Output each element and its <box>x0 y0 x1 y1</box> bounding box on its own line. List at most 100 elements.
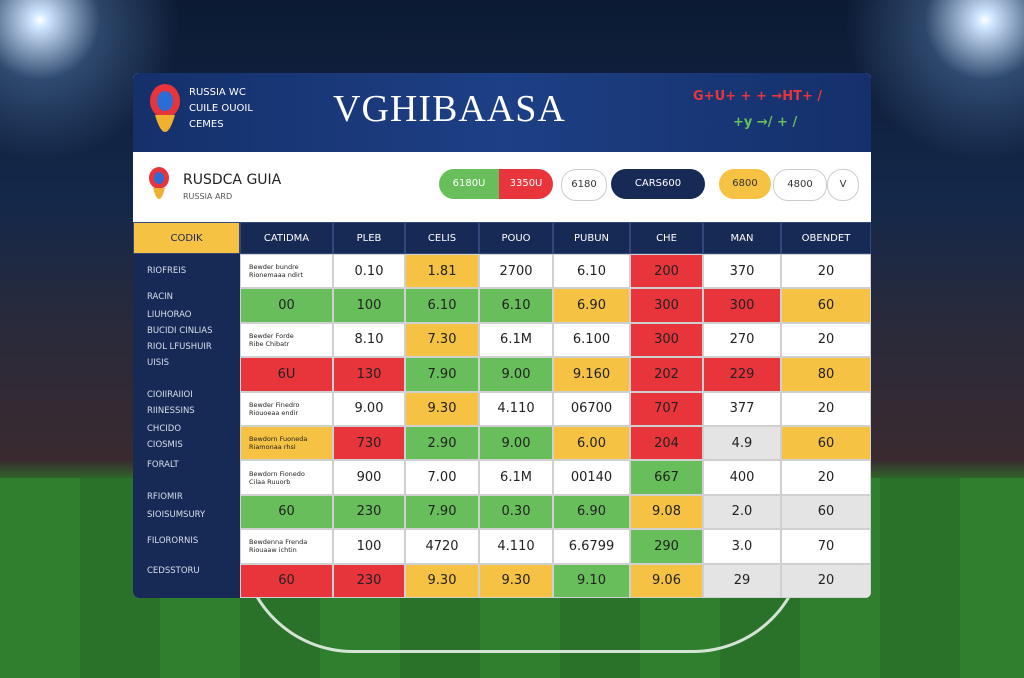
table-cell: 20 <box>781 391 871 426</box>
table-cell: 6.1M <box>479 460 553 495</box>
sidebar-item: FILORORNIS <box>147 536 199 546</box>
sidebar-item: RIINESSINS <box>147 406 195 416</box>
table-cell: 400 <box>703 460 781 495</box>
table-cell: 20 <box>781 460 871 495</box>
table-cell: 6U <box>240 357 333 392</box>
logo-small <box>149 167 169 199</box>
sidebar-item: SIOISUMSURY <box>147 510 206 520</box>
table-cell: Bewdorn Fionedo Cilaa Ruuorb <box>240 460 333 495</box>
table-cell: 6.10 <box>479 288 553 323</box>
table-cell: 200 <box>630 254 703 289</box>
table-cell: 60 <box>240 563 333 598</box>
table-cell: 8.10 <box>333 322 405 358</box>
table-cell: 00140 <box>553 460 630 495</box>
table-cell: 229 <box>703 357 781 392</box>
table-cell: 9.30 <box>405 391 479 426</box>
table-cell: 300 <box>630 288 703 323</box>
table-cell: 60 <box>781 494 871 530</box>
logo-line: CEMES <box>189 119 224 130</box>
table-cell: 20 <box>781 254 871 289</box>
table-cell: Bewder Finedro Riouoeaa endir <box>240 391 333 426</box>
table-cell: 9.00 <box>479 357 553 392</box>
sidebar-item: RFIOMIR <box>147 492 183 502</box>
button[interactable]: 4800 <box>773 169 827 201</box>
sidebar-item: CEDSSTORU <box>147 566 200 576</box>
table-cell: 6.10 <box>553 254 630 289</box>
button[interactable]: V <box>827 169 859 201</box>
table-cell: 70 <box>781 529 871 564</box>
logo-text: RUSSIA WC CUILE OUOIL CEMES <box>189 85 253 133</box>
table-cell: 4.110 <box>479 529 553 564</box>
logo-line: CUILE OUOIL <box>189 103 253 114</box>
table-cell: 1.81 <box>405 254 479 289</box>
button[interactable]: CARS600 <box>611 169 705 199</box>
button[interactable]: 6180 <box>561 169 607 201</box>
table-cell: 300 <box>630 322 703 358</box>
sidebar-item: BUCIDI CINLIAS <box>147 326 213 336</box>
sidebar-item: CIOIIRAIIOI <box>147 390 193 400</box>
sidebar-item: CIOSMIS <box>147 440 183 450</box>
table-cell: 370 <box>703 254 781 289</box>
column-header: PLEB <box>333 222 405 254</box>
table-cell: 29 <box>703 563 781 598</box>
table-cell: 0.10 <box>333 254 405 289</box>
table-cell: 202 <box>630 357 703 392</box>
table-cell: 900 <box>333 460 405 495</box>
table-cell: Bewder Forde Ribe Chibatr <box>240 322 333 358</box>
table-cell: 4720 <box>405 529 479 564</box>
sidebar: RIOFREIS RACIN LIUHORAO BUCIDI CINLIAS RIOL … <box>133 254 240 598</box>
table-cell: 9.30 <box>479 563 553 598</box>
table-cell: 730 <box>333 426 405 461</box>
table-cell: Bewdorn Fuoneda Riamonaa rhsi <box>240 426 333 461</box>
table-cell: 9.160 <box>553 357 630 392</box>
table-cell: 80 <box>781 357 871 392</box>
table-cell: 2.90 <box>405 426 479 461</box>
table-cell: 6.1M <box>479 322 553 358</box>
table-cell: 6.00 <box>553 426 630 461</box>
column-header: CATIDMA <box>240 222 333 254</box>
column-header: CODIK <box>133 222 240 254</box>
table-cell: 9.00 <box>479 426 553 461</box>
table-cell: 9.06 <box>630 563 703 598</box>
table-cell: 9.00 <box>333 391 405 426</box>
column-header: PUBUN <box>553 222 630 254</box>
table-cell: 6.6799 <box>553 529 630 564</box>
sidebar-item: CHCIDO <box>147 424 182 434</box>
table-cell: 20 <box>781 563 871 598</box>
table-cell: 204 <box>630 426 703 461</box>
button[interactable]: 6800 <box>719 169 771 199</box>
table-cell: 06700 <box>553 391 630 426</box>
table-cell: 270 <box>703 322 781 358</box>
sidebar-item: RACIN <box>147 292 174 302</box>
table-cell: 100 <box>333 529 405 564</box>
table-cell: 0.30 <box>479 494 553 530</box>
sidebar-item: LIUHORAO <box>147 310 192 320</box>
table-cell: 20 <box>781 322 871 358</box>
table-cell: Bewdenna Frenda Riouaaw ichtin <box>240 529 333 564</box>
logo-line: RUSSIA WC <box>189 87 246 98</box>
table-cell: 130 <box>333 357 405 392</box>
logo <box>150 84 180 132</box>
table-cell: 7.00 <box>405 460 479 495</box>
badge: G+U+ + + →HT+ / <box>693 89 823 104</box>
name: RUSDCA GUIA <box>183 172 282 188</box>
button[interactable]: 6180U <box>439 169 499 199</box>
table-cell: 377 <box>703 391 781 426</box>
table-cell: 60 <box>240 494 333 530</box>
column-header: CHE <box>630 222 703 254</box>
table-cell: 60 <box>781 288 871 323</box>
table-cell: 60 <box>781 426 871 461</box>
column-header: MAN <box>703 222 781 254</box>
table-cell: 3.0 <box>703 529 781 564</box>
table-cell: 00 <box>240 288 333 323</box>
table-cell: 4.9 <box>703 426 781 461</box>
panel: RUSSIA WC CUILE OUOIL CEMES VGHIBAASA G+… <box>133 73 871 598</box>
table-cell: 9.30 <box>405 563 479 598</box>
table-cell: 9.10 <box>553 563 630 598</box>
button[interactable]: 3350U <box>499 169 553 199</box>
table-cell: 6.90 <box>553 288 630 323</box>
column-header: POUO <box>479 222 553 254</box>
column-header: CELIS <box>405 222 479 254</box>
table-cell: Bewder bundre Rionemaaa ndirt <box>240 254 333 289</box>
subheader: RUSDCA GUIA RUSSIA ARD 6180U 3350U 6180 … <box>133 152 871 222</box>
